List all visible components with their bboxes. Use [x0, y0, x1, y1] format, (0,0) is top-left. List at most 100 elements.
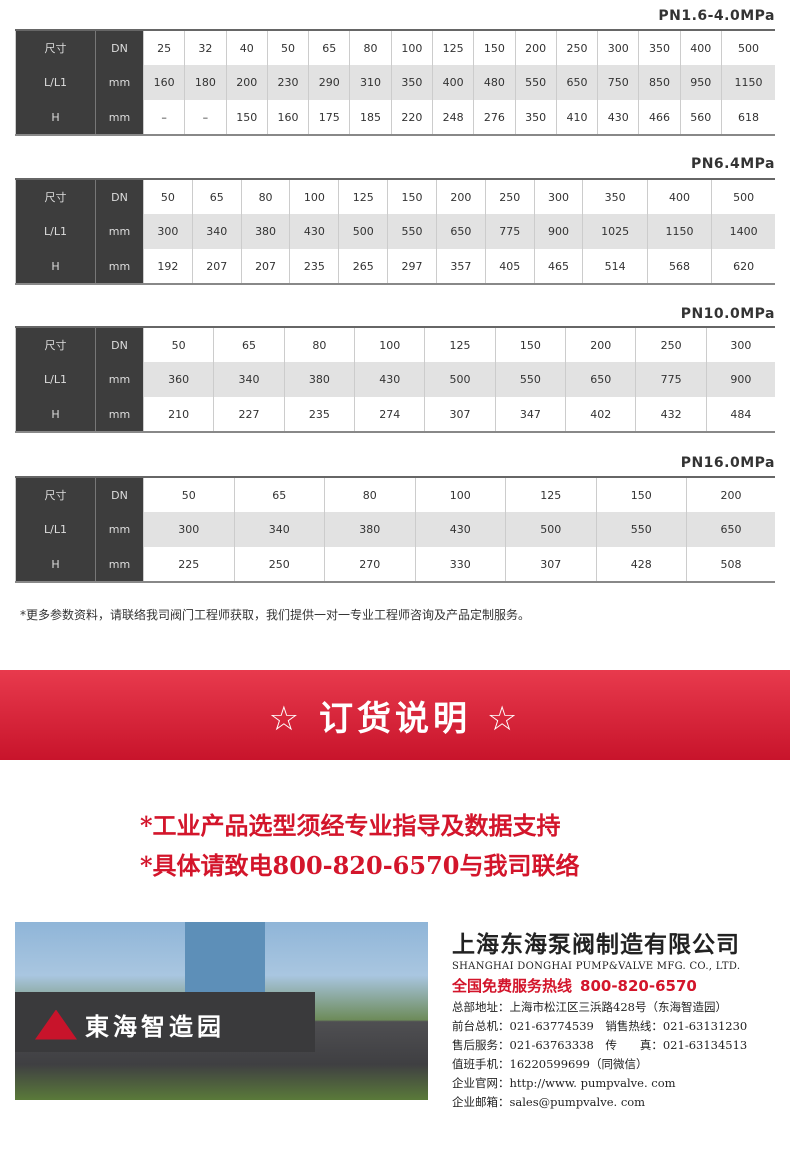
pressure-title: PN1.6-4.0MPa: [658, 8, 775, 24]
table-cell: 180: [184, 65, 227, 100]
logo-icon: [35, 1009, 77, 1040]
table-cell: 550: [514, 65, 557, 100]
table-cell: 227: [213, 397, 285, 432]
table-cell: 40: [225, 30, 268, 65]
table-cell: 125: [338, 179, 388, 214]
table-cell: 235: [283, 397, 355, 432]
table-cell: 430: [289, 214, 339, 249]
table-cell: 550: [387, 214, 437, 249]
table-cell: 200: [514, 30, 557, 65]
spec-table: 尺寸 DN 50 65 80 100 125 150 200 250 300 L/L1 mm 360 340…: [15, 326, 775, 433]
pressure-title: PN10.0MPa: [680, 306, 775, 322]
sign: 東海智造园: [35, 1007, 225, 1042]
table-cell: 200: [686, 477, 775, 512]
table-cell: 380: [324, 512, 415, 547]
table-cell: 207: [191, 249, 242, 284]
table-cell: 310: [349, 65, 392, 100]
row-header: mm: [95, 214, 144, 249]
table-cell: 568: [646, 249, 712, 284]
table-cell: 297: [387, 249, 437, 284]
table-cell: 225: [143, 547, 234, 582]
table-cell: 250: [555, 30, 598, 65]
table-cell: 350: [514, 100, 557, 135]
row-header: mm: [95, 397, 144, 432]
row-header: mm: [95, 100, 144, 135]
table-cell: 340: [233, 512, 325, 547]
table-cell: 65: [191, 179, 242, 214]
table-cell: 1150: [720, 65, 775, 100]
building: [185, 922, 265, 992]
row-header: mm: [95, 512, 144, 547]
table-cell: 80: [240, 179, 290, 214]
table-cell: 207: [240, 249, 290, 284]
table-cell: 160: [142, 65, 185, 100]
table-cell: 100: [390, 30, 433, 65]
table-cell: 400: [679, 30, 722, 65]
table-cell: 466: [638, 100, 681, 135]
table-cell: 276: [473, 100, 516, 135]
table-cell: 950: [679, 65, 722, 100]
pressure-title: PN16.0MPa: [680, 455, 775, 471]
table-cell: 508: [686, 547, 775, 582]
factory-photo: 東海智造园: [15, 922, 428, 1100]
sign-text: 東海智造园: [85, 1013, 225, 1041]
table-cell: 200: [565, 327, 636, 362]
table-cell: 300: [597, 30, 639, 65]
table-cell: 650: [565, 362, 636, 397]
table-cell: 125: [424, 327, 496, 362]
table-cell: 500: [505, 512, 596, 547]
table-cell: 80: [283, 327, 355, 362]
table-cell: 550: [595, 512, 687, 547]
table-cell: 900: [533, 214, 583, 249]
table-cell: 500: [711, 179, 775, 214]
table-cell: 230: [266, 65, 309, 100]
order-notes-banner: ☆ 订货说明 ☆: [0, 670, 790, 760]
table-cell: 550: [494, 362, 566, 397]
table-cell: 307: [505, 547, 596, 582]
table-cell: 248: [431, 100, 474, 135]
table-cell: 300: [705, 327, 775, 362]
table-cell: 900: [705, 362, 775, 397]
table-cell: 360: [142, 362, 214, 397]
table-cell: 300: [143, 512, 234, 547]
table-cell: 300: [143, 214, 193, 249]
table-cell: 775: [484, 214, 535, 249]
row-header: H: [15, 249, 96, 284]
table-cell: 100: [289, 179, 339, 214]
table-cell: 160: [266, 100, 309, 135]
row-header: DN: [95, 327, 144, 362]
red-note-1: *工业产品选型须经专业指导及数据支持: [140, 811, 561, 840]
table-cell: 175: [308, 100, 350, 135]
table-cell: 750: [597, 65, 639, 100]
table-cell: 400: [431, 65, 474, 100]
footnote: *更多参数资料，请联络我司阀门工程师获取，我们提供一对一专业工程师咨询及产品定制…: [20, 608, 531, 622]
table-cell: 357: [435, 249, 486, 284]
table-cell: 50: [143, 179, 193, 214]
table-cell: 307: [424, 397, 496, 432]
table-cell: 400: [646, 179, 712, 214]
table-cell: 500: [424, 362, 496, 397]
row-header: 尺寸: [15, 327, 96, 362]
table-cell: 410: [555, 100, 598, 135]
table-cell: 50: [142, 327, 214, 362]
table-cell: 220: [390, 100, 433, 135]
table-cell: 402: [565, 397, 636, 432]
table-row: 尺寸 DN 50 65 80 100 125 150 200: [15, 477, 775, 512]
company-info: 上海东海泵阀制造有限公司 SHANGHAI DONGHAI PUMP&VALVE…: [452, 925, 782, 1110]
table-cell: 100: [414, 477, 506, 512]
website[interactable]: 企业官网：http://www. pumpvalve. com: [452, 1076, 676, 1090]
row-header: 尺寸: [15, 477, 96, 512]
row-header: 尺寸: [15, 30, 96, 65]
table-cell: 150: [225, 100, 268, 135]
table-cell: 350: [638, 30, 681, 65]
contact-line: 售后服务：021-63763338 传 真：021-63134513: [452, 1038, 748, 1052]
table-cell: 50: [266, 30, 309, 65]
table-cell: 1150: [646, 214, 712, 249]
table-cell: 250: [484, 179, 535, 214]
table-row: L/L1 mm 300 340 380 430 500 550 650: [15, 512, 775, 547]
table-cell: 500: [338, 214, 388, 249]
table-cell: 850: [638, 65, 681, 100]
email[interactable]: 企业邮箱：sales@pumpvalve. com: [452, 1095, 646, 1109]
table-cell: 1400: [711, 214, 775, 249]
